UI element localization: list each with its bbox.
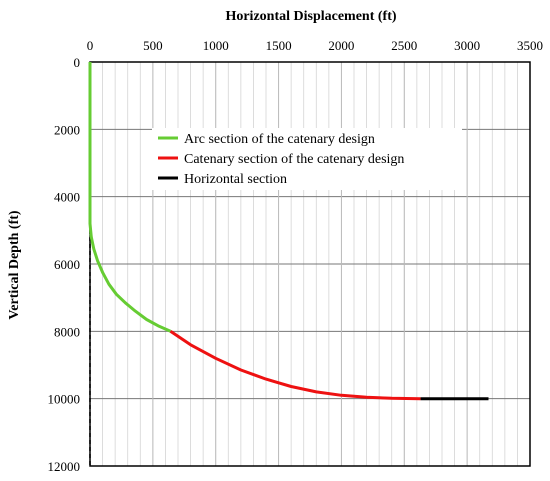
- x-tick-label: 2500: [391, 38, 417, 53]
- x-tick-label: 1000: [203, 38, 229, 53]
- x-tick-label: 2000: [328, 38, 354, 53]
- plot-frame: [89, 61, 531, 467]
- y-tick-label: 4000: [54, 190, 80, 205]
- x-tick-label: 0: [87, 38, 94, 53]
- legend-background: [152, 128, 462, 190]
- x-tick-label: 500: [143, 38, 163, 53]
- series-group: [88, 62, 489, 401]
- y-axis-title: Vertical Depth (ft): [7, 210, 22, 319]
- series-line-arc: [88, 62, 172, 333]
- legend-label-catenary: Catenary section of the catenary design: [184, 152, 404, 167]
- y-tick-labels: 0 2000 4000 6000 8000 10000 12000: [48, 55, 81, 474]
- legend: Arc section of the catenary design Caten…: [152, 128, 462, 190]
- y-tick-label: 2000: [54, 122, 80, 137]
- series-line-catenary: [169, 330, 421, 401]
- x-tick-label: 3500: [517, 38, 543, 53]
- legend-label-arc: Arc section of the catenary design: [184, 132, 375, 147]
- x-axis-title: Horizontal Displacement (ft): [225, 9, 396, 24]
- y-tick-label: 0: [74, 55, 81, 70]
- x-tick-label: 1500: [266, 38, 292, 53]
- y-tick-label: 12000: [48, 459, 81, 474]
- x-tick-labels: 0 500 1000 1500 2000 2500 3000 3500: [87, 38, 543, 53]
- legend-label-horizontal: Horizontal section: [184, 172, 287, 187]
- y-tick-label: 6000: [54, 257, 80, 272]
- y-tick-label: 8000: [54, 324, 80, 339]
- y-tick-label: 10000: [48, 392, 81, 407]
- x-tick-label: 3000: [454, 38, 480, 53]
